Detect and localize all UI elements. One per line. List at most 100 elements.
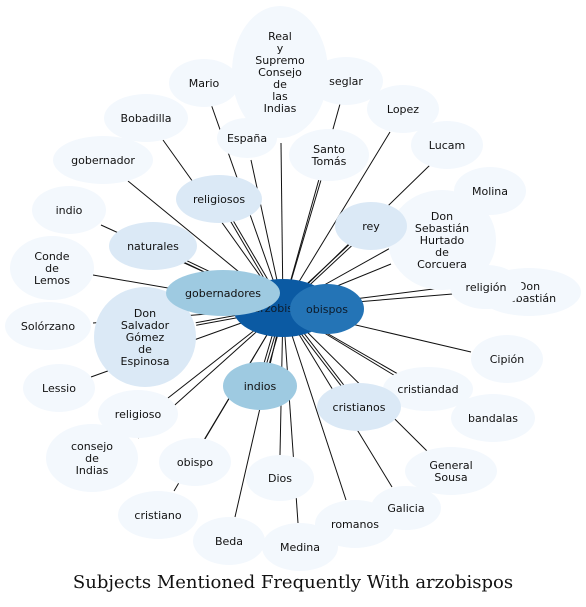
node-shape-cristiano (118, 491, 198, 539)
edge-beda (234, 307, 284, 518)
node-label-real-supremo-consejo: Real y Supremo Consejo de las Indias (255, 30, 305, 115)
node-indio: indio (32, 186, 106, 234)
node-shape-religion (450, 265, 522, 309)
node-naturales: naturales (109, 222, 197, 270)
node-label-cristiano: cristiano (134, 509, 181, 522)
edge-romanos (282, 307, 347, 501)
node-cristiandad: cristiandad (383, 367, 473, 411)
node-shape-dios (246, 455, 314, 501)
node-lucam: Lucam (411, 121, 483, 169)
node-shape-indios (223, 362, 297, 410)
node-shape-cipion (471, 335, 543, 383)
node-religioso: religioso (98, 390, 178, 438)
node-label-general-sousa: General Sousa (429, 459, 472, 484)
node-obispo: obispo (159, 438, 231, 486)
node-shape-don-salvador (94, 287, 196, 387)
node-label-religioso: religioso (115, 408, 162, 421)
node-label-galicia: Galicia (387, 502, 424, 515)
node-label-santo-tomas: Santo Tomás (311, 143, 347, 168)
node-shape-medina (262, 523, 338, 571)
node-shape-bandalas (451, 394, 535, 442)
node-shape-romanos (315, 500, 395, 548)
node-shape-religiosos (176, 175, 262, 223)
node-shape-santo-tomas (289, 129, 369, 181)
node-don-salvador: Don Salvador Gómez de Espinosa (94, 287, 196, 387)
node-label-medina: Medina (280, 541, 320, 554)
node-label-seglar: seglar (329, 75, 363, 88)
node-shape-beda (193, 517, 265, 565)
node-dios: Dios (246, 455, 314, 501)
node-label-indios: indios (244, 380, 277, 393)
node-shape-real-supremo-consejo (232, 6, 328, 138)
node-bobadilla: Bobadilla (104, 94, 188, 142)
node-label-don-sebastian-hurtado: Don Sebastián Hurtado de Corcuera (415, 210, 469, 271)
node-shape-general-sousa (405, 447, 497, 495)
node-label-beda: Beda (215, 535, 243, 548)
node-gobernador: gobernador (53, 136, 153, 184)
node-label-dios: Dios (268, 472, 292, 485)
node-solorzano: Solórzano (5, 302, 91, 350)
node-shape-obispos (290, 284, 364, 334)
node-label-bandalas: bandalas (468, 412, 518, 425)
node-label-cristiandad: cristiandad (397, 383, 458, 396)
node-religiosos: religiosos (176, 175, 262, 223)
node-indios: indios (223, 362, 297, 410)
node-label-obispos: obispos (306, 303, 348, 316)
node-label-romanos: romanos (331, 518, 379, 531)
node-lessio: Lessio (23, 364, 95, 412)
graph-title: Subjects Mentioned Frequently With arzob… (72, 572, 514, 593)
node-label-religion: religión (466, 281, 507, 294)
node-rey: rey (335, 202, 407, 250)
nodes-layer: Real y Supremo Consejo de las Indias Mario segla… (5, 6, 581, 571)
node-shape-don-sebastian-hurtado (388, 190, 496, 290)
node-label-solorzano: Solórzano (21, 320, 76, 333)
node-shape-indio (32, 186, 106, 234)
node-label-don-salvador: Don Salvador Gómez de Espinosa (121, 307, 170, 368)
node-shape-cristianos (317, 383, 401, 431)
node-label-cristianos: cristianos (333, 401, 386, 414)
node-seglar: seglar (309, 57, 383, 105)
node-don-sebastian-hurtado: Don Sebastián Hurtado de Corcuera (388, 190, 496, 290)
node-cristiano: cristiano (118, 491, 198, 539)
node-shape-mario (169, 59, 239, 107)
node-shape-solorzano (5, 302, 91, 350)
node-shape-gobernadores (166, 270, 280, 316)
node-cipion: Cipión (471, 335, 543, 383)
node-shape-naturales (109, 222, 197, 270)
node-shape-obispo (159, 438, 231, 486)
node-label-obispo: obispo (177, 456, 213, 469)
node-label-lessio: Lessio (42, 382, 76, 395)
node-label-espana: España (227, 132, 267, 145)
node-romanos: romanos (315, 500, 395, 548)
node-label-cipion: Cipión (490, 353, 525, 366)
node-shape-gobernador (53, 136, 153, 184)
node-beda: Beda (193, 517, 265, 565)
node-label-lucam: Lucam (429, 139, 465, 152)
node-espana: España (217, 118, 277, 158)
node-consejo-indias: consejo de Indias (46, 424, 138, 492)
node-mario: Mario (169, 59, 239, 107)
node-shape-espana (217, 118, 277, 158)
node-obispos: obispos (290, 284, 364, 334)
node-cristianos: cristianos (317, 383, 401, 431)
node-label-molina: Molina (472, 185, 508, 198)
node-lopez: Lopez (367, 85, 439, 133)
node-label-lopez: Lopez (387, 103, 419, 116)
node-general-sousa: General Sousa (405, 447, 497, 495)
node-label-indio: indio (56, 204, 83, 217)
node-shape-seglar (309, 57, 383, 105)
node-label-consejo-indias: consejo de Indias (71, 440, 113, 477)
node-shape-bobadilla (104, 94, 188, 142)
node-shape-religioso (98, 390, 178, 438)
node-label-mario: Mario (189, 77, 220, 90)
node-shape-conde-lemos (10, 236, 94, 300)
node-gobernadores: gobernadores (166, 270, 280, 316)
node-shape-rey (335, 202, 407, 250)
node-shape-cristiandad (383, 367, 473, 411)
node-santo-tomas: Santo Tomás (289, 129, 369, 181)
node-label-gobernadores: gobernadores (185, 287, 261, 300)
node-shape-lucam (411, 121, 483, 169)
node-medina: Medina (262, 523, 338, 571)
node-bandalas: bandalas (451, 394, 535, 442)
